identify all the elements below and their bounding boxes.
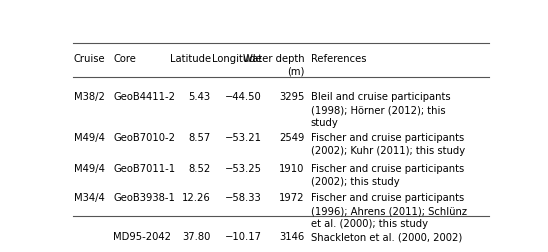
Text: 1910: 1910 (279, 164, 304, 174)
Text: Latitude: Latitude (170, 53, 211, 64)
Text: −44.50: −44.50 (225, 92, 262, 102)
Text: −53.25: −53.25 (225, 164, 262, 174)
Text: Water depth
(m): Water depth (m) (243, 53, 304, 76)
Text: 2549: 2549 (279, 133, 304, 143)
Text: 5.43: 5.43 (189, 92, 211, 102)
Text: 8.52: 8.52 (189, 164, 211, 174)
Text: GeoB4411-2: GeoB4411-2 (113, 92, 175, 102)
Text: 37.80: 37.80 (182, 232, 211, 242)
Text: −10.17: −10.17 (225, 232, 262, 242)
Text: −58.33: −58.33 (225, 193, 262, 203)
Text: 1972: 1972 (279, 193, 304, 203)
Text: Fischer and cruise participants
(2002); this study: Fischer and cruise participants (2002); … (311, 164, 464, 187)
Text: 3295: 3295 (279, 92, 304, 102)
Text: Fischer and cruise participants
(2002); Kuhr (2011); this study: Fischer and cruise participants (2002); … (311, 133, 465, 156)
Text: Bleil and cruise participants
(1998); Hörner (2012); this
study: Bleil and cruise participants (1998); Hö… (311, 92, 450, 128)
Text: GeoB7010-2: GeoB7010-2 (113, 133, 175, 143)
Text: 8.57: 8.57 (189, 133, 211, 143)
Text: Shackleton et al. (2000, 2002): Shackleton et al. (2000, 2002) (311, 232, 462, 242)
Text: Longitude: Longitude (212, 53, 262, 64)
Text: GeoB7011-1: GeoB7011-1 (113, 164, 175, 174)
Text: Fischer and cruise participants
(1996); Ahrens (2011); Schlünz
et al. (2000); th: Fischer and cruise participants (1996); … (311, 193, 466, 229)
Text: M34/4: M34/4 (73, 193, 104, 203)
Text: M49/4: M49/4 (73, 133, 105, 143)
Text: M49/4: M49/4 (73, 164, 105, 174)
Text: M38/2: M38/2 (73, 92, 105, 102)
Text: References: References (311, 53, 366, 64)
Text: Core: Core (113, 53, 136, 64)
Text: GeoB3938-1: GeoB3938-1 (113, 193, 175, 203)
Text: −53.21: −53.21 (225, 133, 262, 143)
Text: Cruise: Cruise (73, 53, 105, 64)
Text: 12.26: 12.26 (182, 193, 211, 203)
Text: MD95-2042: MD95-2042 (113, 232, 171, 242)
Text: 3146: 3146 (279, 232, 304, 242)
